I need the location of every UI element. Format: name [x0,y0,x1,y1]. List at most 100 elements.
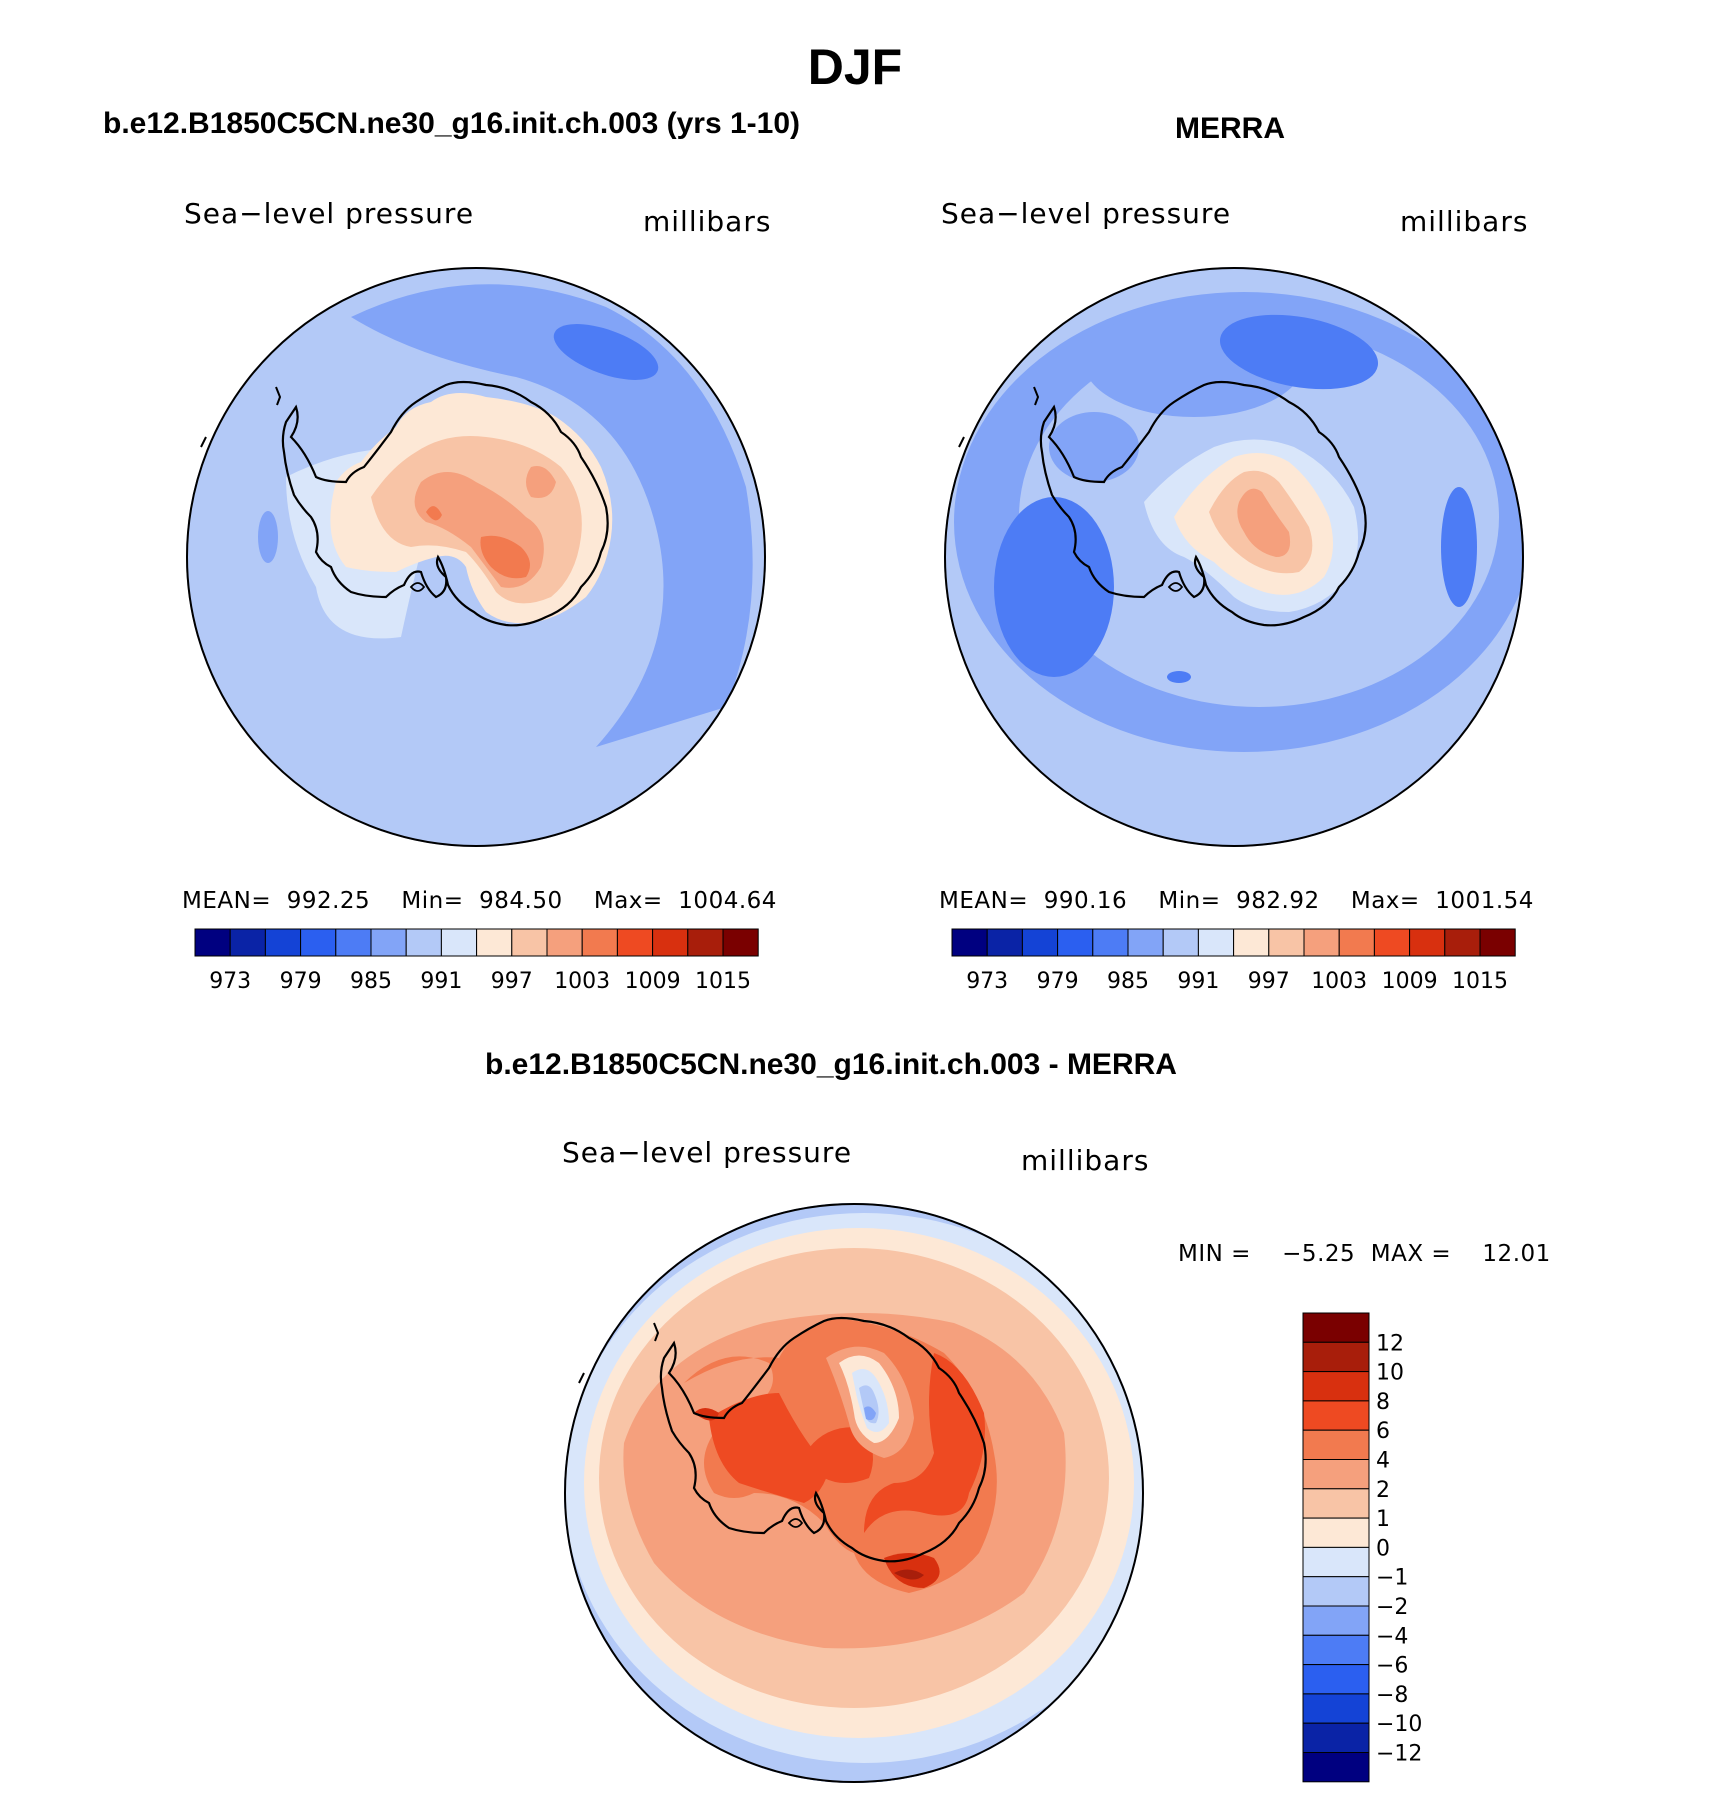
map-fill-band [1034,1203,1144,1283]
antarctica-coastline [659,1316,987,1563]
obs-colorbar-box [1409,928,1446,957]
map-fill-band [809,1427,873,1483]
obs-stats: MEAN= 990.16 Min= 982.92 Max= 1001.54 [939,888,1534,914]
diff-colorbar-box [1302,1752,1370,1783]
coastline-island [1167,582,1184,592]
figure-title: DJF [807,39,903,95]
map-fill-band [480,535,530,579]
map-border [564,1203,1144,1783]
obs-colorbar-box [1127,928,1164,957]
model-panel-title: b.e12.B1850C5CN.ne30_g16.init.ch.003 (yr… [103,107,801,140]
coastline-island [787,1518,804,1528]
model-colorbar-tick-label: 985 [350,969,392,994]
diff-colorbar-box [1302,1634,1370,1666]
obs-variable-label: Sea−level pressure [941,197,1232,230]
model-colorbar-tick-label: 973 [209,969,251,994]
model-colorbar-box [546,928,583,957]
map-fill-band [1049,412,1139,482]
diff-colorbar-tick-label: −12 [1376,1742,1422,1767]
diff-colorbar-tick-label: 2 [1376,1478,1390,1503]
obs-colorbar-box [1197,928,1235,957]
map-fill-band [864,1353,985,1533]
obs-colorbar-box [1057,928,1094,957]
obs-map [944,267,1524,847]
map-fill-band [1237,488,1291,557]
model-colorbar-tick-label: 1015 [695,969,751,994]
model-map [186,267,766,847]
coastline-islands [958,386,1040,448]
obs-colorbar-box [1444,928,1481,957]
map-fill-band [553,324,659,380]
model-colorbar-box [405,928,442,957]
model-colorbar-tick-label: 979 [280,969,322,994]
model-colorbar-box [616,928,654,957]
diff-colorbar-tick-label: 4 [1376,1449,1390,1474]
obs-colorbar-tick-label: 997 [1248,969,1290,994]
obs-colorbar-tick-label: 1009 [1382,969,1438,994]
map-fill-band [351,284,753,747]
diff-colorbar-box [1302,1371,1370,1402]
diff-colorbar-tick-label: −4 [1376,1624,1408,1649]
diff-panel-title: b.e12.B1850C5CN.ne30_g16.init.ch.003 - M… [485,1048,1177,1081]
obs-colorbar-box [1021,928,1059,957]
diff-colorbar-box [1302,1429,1370,1460]
model-colorbar-box [511,928,548,957]
map-fill-band [894,1569,924,1580]
model-colorbar-box [229,928,266,957]
diff-stats: MIN = −5.25 MAX = 12.01 [1178,1241,1551,1267]
diff-colorbar-tick-label: −10 [1376,1712,1422,1737]
map-fill-band [1167,671,1191,683]
diff-colorbar-box [1302,1605,1370,1636]
diff-units-label: millibars [1021,1144,1150,1177]
model-colorbar-box [476,928,513,957]
model-colorbar-box [722,928,759,957]
map-fill-band [1219,314,1379,390]
diff-colorbar-box [1302,1459,1370,1490]
model-stats: MEAN= 992.25 Min= 984.50 Max= 1004.64 [182,888,777,914]
model-variable-label: Sea−level pressure [184,197,475,230]
obs-colorbar-tick-label: 973 [966,969,1008,994]
model-colorbar-box [300,928,337,957]
coastline-island [409,582,426,592]
obs-colorbar-box [1162,928,1199,957]
map-fill-band [426,506,442,521]
model-colorbar-box [687,928,724,957]
map-border [186,267,766,847]
diff-colorbar-tick-label: −2 [1376,1595,1408,1620]
obs-colorbar-box [1479,928,1516,957]
obs-colorbar-box [951,928,988,957]
diff-colorbar-box [1302,1517,1370,1548]
model-colorbar-tick-label: 1003 [554,969,610,994]
antarctica-coastline [281,380,609,627]
obs-colorbar-box [1303,928,1340,957]
diff-variable-label: Sea−level pressure [562,1136,853,1169]
diff-colorbar-box [1302,1546,1370,1578]
model-colorbar-tick-label: 997 [491,969,533,994]
map-fill-band [526,466,556,498]
obs-colorbar: 973 979 985 991 997 1003 1009 1015 [951,928,1516,994]
diff-colorbar-tick-label: 0 [1376,1536,1390,1561]
antarctica-coastline [1039,380,1367,627]
diff-colorbar-box [1302,1312,1370,1343]
obs-colorbar-tick-label: 1015 [1452,969,1508,994]
diff-colorbar-box [1302,1400,1370,1431]
diff-colorbar-tick-label: −1 [1376,1566,1408,1591]
diff-colorbar-tick-label: −6 [1376,1654,1408,1679]
diff-colorbar-tick-label: 8 [1376,1390,1390,1415]
model-colorbar-tick-label: 991 [420,969,462,994]
diff-colorbar-tick-label: 12 [1376,1331,1404,1356]
model-colorbar-box [370,928,407,957]
model-units-label: millibars [643,205,772,238]
model-colorbar-tick-label: 1009 [625,969,681,994]
obs-panel-title: MERRA [1175,112,1285,145]
diff-colorbar-box [1302,1693,1370,1724]
diff-colorbar-box [1302,1488,1370,1519]
model-colorbar-box [194,928,231,957]
obs-colorbar-tick-label: 985 [1107,969,1149,994]
model-colorbar-box [581,928,618,957]
obs-colorbar-box [1268,928,1305,957]
obs-colorbar-box [1092,928,1129,957]
coastline-islands [200,386,282,448]
map-fill-band [994,497,1114,677]
